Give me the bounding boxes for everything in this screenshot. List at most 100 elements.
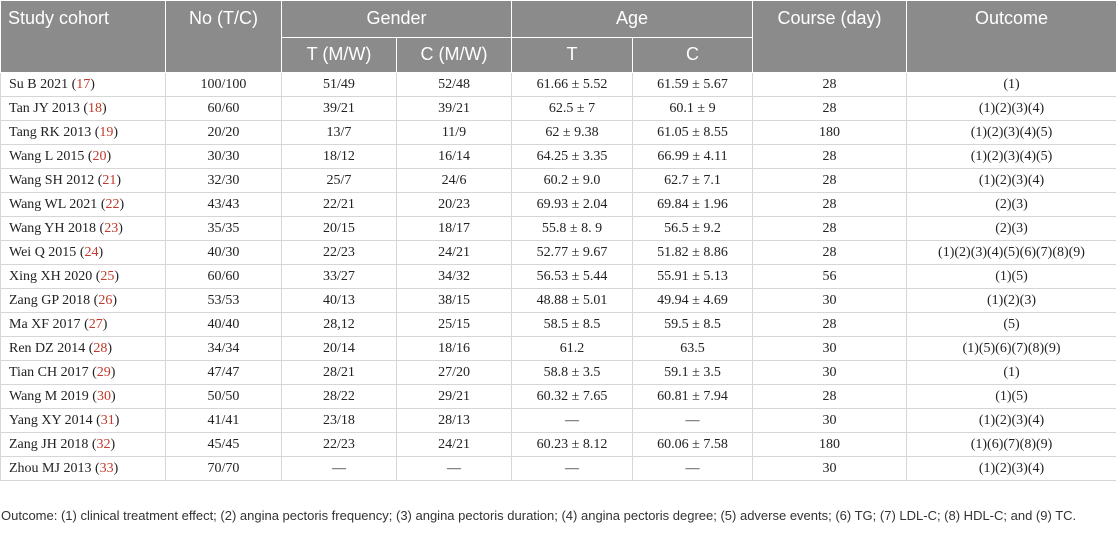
reference-link[interactable]: 21	[102, 172, 117, 188]
study-cohort-cell: Tang RK 2013 (19)	[0, 120, 166, 145]
outcome-cell: (1)	[906, 72, 1116, 97]
age-t-cell: 62.5 ± 7	[511, 96, 634, 121]
reference-link[interactable]: 19	[99, 124, 114, 140]
no-tc-cell: 40/30	[165, 240, 282, 265]
study-cohort-cell: Zang JH 2018 (32)	[0, 432, 166, 457]
age-c-cell: 49.94 ± 4.69	[632, 288, 754, 313]
header-row-2: T (M/W) C (M/W) T C	[1, 37, 1116, 73]
course-cell: 30	[752, 456, 908, 481]
gender-t-cell: 28,12	[281, 312, 397, 337]
outcome-cell: (1)(2)(3)(4)	[906, 456, 1116, 481]
age-t-cell: 58.5 ± 8.5	[511, 312, 634, 337]
age-t-cell: 69.93 ± 2.04	[511, 192, 634, 217]
reference-link[interactable]: 29	[96, 364, 111, 380]
study-name: Zang GP 2018	[9, 292, 91, 308]
study-cohort-cell: Wang M 2019 (30)	[0, 384, 166, 409]
table-row: Yang XY 2014 (31) 41/41 23/18 28/13— —30 (1)(…	[0, 408, 1116, 433]
course-cell: 30	[752, 288, 908, 313]
header-no-tc: No (T/C)	[165, 0, 282, 73]
age-t-cell: 56.53 ± 5.44	[511, 264, 634, 289]
age-t-cell: 61.2	[511, 336, 634, 361]
outcome-cell: (1)(2)(3)(4)	[906, 96, 1116, 121]
age-c-cell: 56.5 ± 9.2	[632, 216, 754, 241]
study-cohort-cell: Wei Q 2015 (24)	[0, 240, 166, 265]
study-name: Ren DZ 2014	[9, 340, 86, 356]
no-tc-cell: 60/60	[165, 264, 282, 289]
gender-c-cell: 18/16	[395, 336, 513, 361]
age-c-cell: 55.91 ± 5.13	[632, 264, 754, 289]
study-cohort-cell: Wang SH 2012 (21)	[0, 168, 166, 193]
study-name: Wang M 2019	[9, 388, 89, 404]
gender-t-cell: 22/21	[281, 192, 397, 217]
study-name: Tian CH 2017	[9, 364, 89, 380]
gender-c-cell: —	[395, 456, 513, 481]
gender-t-cell: 23/18	[281, 408, 397, 433]
gender-t-cell: 25/7	[281, 168, 397, 193]
reference-link[interactable]: 31	[100, 412, 115, 428]
course-cell: 30	[752, 336, 908, 361]
reference-link[interactable]: 30	[96, 388, 111, 404]
age-c-cell: 61.05 ± 8.55	[632, 120, 754, 145]
course-cell: 180	[752, 120, 908, 145]
gender-c-cell: 24/21	[395, 240, 513, 265]
table-row: Xing XH 2020 (25) 60/60 33/27 34/32 56.53 ± …	[0, 264, 1116, 289]
reference-link[interactable]: 23	[104, 220, 119, 236]
age-c-cell: 60.81 ± 7.94	[632, 384, 754, 409]
outcome-cell: (1)	[906, 360, 1116, 385]
reference-link[interactable]: 25	[100, 268, 115, 284]
gender-c-cell: 24/21	[395, 432, 513, 457]
table-row: Wang L 2015 (20) 30/30 18/12 16/14 64.25 ± 3…	[0, 144, 1116, 169]
age-c-cell: 59.5 ± 8.5	[632, 312, 754, 337]
table-row: Wang YH 2018 (23) 35/35 20/15 18/17 55.8 ± 8…	[0, 216, 1116, 241]
outcome-cell: (1)(5)	[906, 384, 1116, 409]
age-c-cell: —	[632, 456, 754, 481]
age-t-cell: —	[511, 408, 634, 433]
header-row-1: Study cohort No (T/C) Gender Age Course …	[0, 0, 1116, 73]
age-c-cell: 61.59 ± 5.67	[632, 72, 754, 97]
reference-link[interactable]: 17	[76, 76, 91, 92]
header-outcome: Outcome	[906, 0, 1116, 73]
header-gender: Gender	[280, 0, 513, 38]
table-row: Wang WL 2021 (22) 43/43 22/21 20/23 69.93 ± …	[0, 192, 1116, 217]
study-characteristics-table: Study cohort No (T/C) Gender Age Course …	[0, 0, 1116, 481]
study-name: Xing XH 2020	[9, 268, 93, 284]
course-cell: 180	[752, 432, 908, 457]
gender-c-cell: 11/9	[395, 120, 513, 145]
study-name: Zang JH 2018	[9, 436, 89, 452]
header-age-c: C	[632, 37, 754, 73]
no-tc-cell: 32/30	[165, 168, 282, 193]
reference-link[interactable]: 33	[99, 460, 114, 476]
age-c-cell: 66.99 ± 4.11	[632, 144, 754, 169]
age-c-cell: 60.1 ± 9	[632, 96, 754, 121]
study-name: Wang SH 2012	[9, 172, 95, 188]
reference-link[interactable]: 28	[93, 340, 108, 356]
age-t-cell: 61.66 ± 5.52	[511, 72, 634, 97]
course-cell: 56	[752, 264, 908, 289]
study-cohort-cell: Ma XF 2017 (27)	[0, 312, 166, 337]
table-row: Zang JH 2018 (32) 45/45 22/23 24/21 60.23 ± …	[0, 432, 1116, 457]
table-row: Tang RK 2013 (19) 20/20 13/7 11/9 62 ± 9.38 6…	[0, 120, 1116, 145]
gender-t-cell: 28/22	[281, 384, 397, 409]
gender-t-cell: 40/13	[281, 288, 397, 313]
outcome-cell: (1)(2)(3)	[906, 288, 1116, 313]
course-cell: 28	[752, 240, 908, 265]
gender-c-cell: 25/15	[395, 312, 513, 337]
reference-link[interactable]: 20	[92, 148, 107, 164]
reference-link[interactable]: 27	[88, 316, 103, 332]
outcome-cell: (1)(2)(3)(4)	[906, 408, 1116, 433]
reference-link[interactable]: 18	[88, 100, 102, 116]
outcome-cell: (1)(2)(3)(4)(5)	[906, 120, 1116, 145]
gender-c-cell: 20/23	[395, 192, 513, 217]
reference-link[interactable]: 22	[105, 196, 120, 212]
course-cell: 28	[752, 144, 908, 169]
reference-link[interactable]: 32	[96, 436, 111, 452]
reference-link[interactable]: 26	[98, 292, 113, 308]
age-c-cell: 60.06 ± 7.58	[632, 432, 754, 457]
reference-link[interactable]: 24	[84, 244, 99, 260]
age-t-cell: 60.32 ± 7.65	[511, 384, 634, 409]
study-cohort-cell: Wang WL 2021 (22)	[0, 192, 166, 217]
no-tc-cell: 20/20	[165, 120, 282, 145]
no-tc-cell: 30/30	[165, 144, 282, 169]
header-age: Age	[511, 0, 754, 38]
